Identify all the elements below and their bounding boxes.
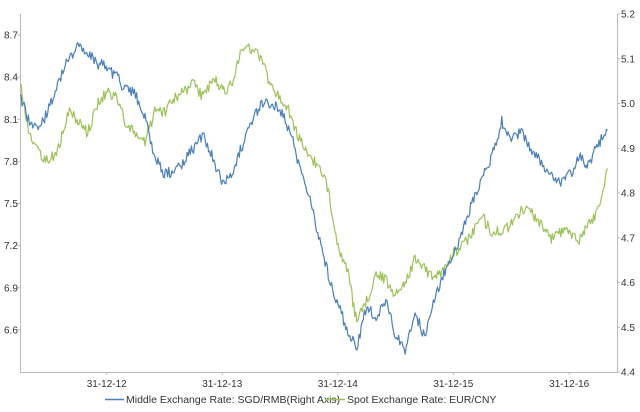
plot-area: [19, 42, 609, 355]
left-tick-label: 8.4: [4, 73, 18, 84]
legend-label-eur-cny: Spot Exchange Rate: EUR/CNY: [347, 394, 496, 406]
series-line-sgd-rmb: [19, 42, 608, 355]
left-y-axis: 6.6 6.9 7.2 7.5 7.8 8.1 8.4 8.7: [4, 31, 20, 336]
right-tick-label: 5.1: [621, 54, 635, 65]
x-tick-label: 31-12-13: [202, 379, 242, 390]
x-tick-label: 31-12-12: [87, 379, 127, 390]
right-tick-label: 4.5: [621, 323, 635, 334]
legend: Middle Exchange Rate: SGD/RMB(Right Axis…: [105, 394, 496, 406]
x-tick-label: 31-12-16: [549, 379, 589, 390]
right-tick-label: 4.6: [621, 278, 635, 289]
right-tick-label: 4.7: [621, 233, 635, 244]
right-y-axis: 4.4 4.5 4.6 4.7 4.8 4.9 5.0 5.1 5.2: [617, 10, 635, 379]
left-tick-label: 7.8: [4, 157, 18, 168]
right-tick-label: 5.2: [621, 10, 635, 21]
right-tick-label: 5.0: [621, 99, 635, 110]
x-tick-label: 31-12-15: [433, 379, 473, 390]
left-tick-label: 6.9: [4, 283, 18, 294]
x-axis: 31-12-12 31-12-13 31-12-14 31-12-15 31-12-16: [87, 372, 590, 390]
x-tick-label: 31-12-14: [318, 379, 358, 390]
left-tick-label: 7.5: [4, 199, 18, 210]
left-tick-label: 6.6: [4, 325, 18, 336]
legend-label-sgd-rmb: Middle Exchange Rate: SGD/RMB(Right Axis…: [126, 394, 340, 406]
right-tick-label: 4.9: [621, 144, 635, 155]
left-tick-label: 7.2: [4, 241, 18, 252]
series-line-eur-cny: [19, 43, 609, 323]
left-tick-label: 8.1: [4, 115, 18, 126]
right-tick-label: 4.4: [621, 368, 635, 379]
right-tick-label: 4.8: [621, 189, 635, 200]
left-tick-label: 8.7: [4, 31, 18, 42]
